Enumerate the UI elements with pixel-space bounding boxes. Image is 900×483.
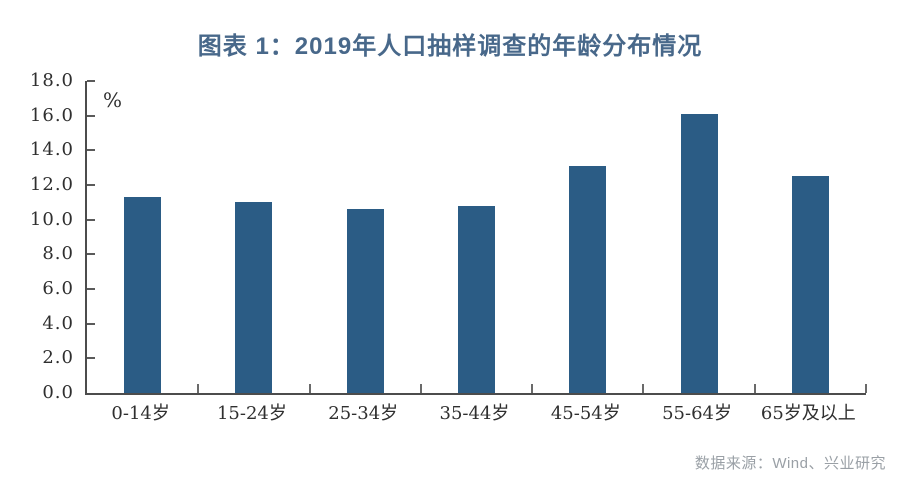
y-axis-tick <box>87 253 95 256</box>
y-tick-label: 18.0 <box>29 70 74 91</box>
x-axis-tick <box>308 384 311 393</box>
y-tick-label: 0.0 <box>42 382 74 403</box>
bar <box>346 209 384 393</box>
x-axis-tick <box>531 384 534 393</box>
y-tick-label: 4.0 <box>42 312 74 334</box>
y-tick-label: 14.0 <box>29 139 74 161</box>
x-axis-tick <box>642 384 645 393</box>
x-category-label: 45-54岁 <box>550 403 621 424</box>
bar <box>458 205 495 393</box>
y-tick-label: 6.0 <box>42 278 74 299</box>
y-axis-tick <box>87 114 95 117</box>
y-axis-tick <box>87 184 95 186</box>
y-axis-tick <box>87 288 95 290</box>
y-tick-label: 10.0 <box>29 208 74 230</box>
y-axis-tick <box>87 149 95 152</box>
bar <box>569 165 607 393</box>
y-axis-unit-label: % <box>103 88 123 112</box>
data-source: 数据来源：Wind、兴业研究 <box>694 455 886 472</box>
y-axis-tick <box>87 80 95 82</box>
x-axis-tick <box>865 384 867 393</box>
x-axis-tick <box>197 384 200 393</box>
x-category-label: 65岁及以上 <box>760 403 856 424</box>
x-category-label: 0-14岁 <box>111 403 170 424</box>
y-tick-label: 2.0 <box>42 347 74 369</box>
y-tick-label: 8.0 <box>42 243 74 265</box>
x-axis-tick <box>753 384 756 393</box>
x-category-label: 35-44岁 <box>439 403 510 424</box>
x-category-label: 15-24岁 <box>216 403 287 424</box>
y-axis-tick <box>87 218 95 221</box>
bar <box>791 176 829 393</box>
bar <box>124 197 162 393</box>
chart-title: 图表 1：2019年人口抽样调查的年龄分布情况 <box>197 33 703 60</box>
x-category-label: 25-34岁 <box>328 403 399 424</box>
y-axis-tick <box>87 322 95 325</box>
plot-area <box>85 80 867 395</box>
y-tick-label: 16.0 <box>29 104 74 126</box>
y-axis-tick <box>87 357 95 360</box>
x-category-label: 55-64岁 <box>662 403 732 424</box>
bar <box>235 202 273 393</box>
bar <box>680 113 718 393</box>
y-tick-label: 12.0 <box>29 174 74 195</box>
x-axis-tick <box>419 384 422 393</box>
